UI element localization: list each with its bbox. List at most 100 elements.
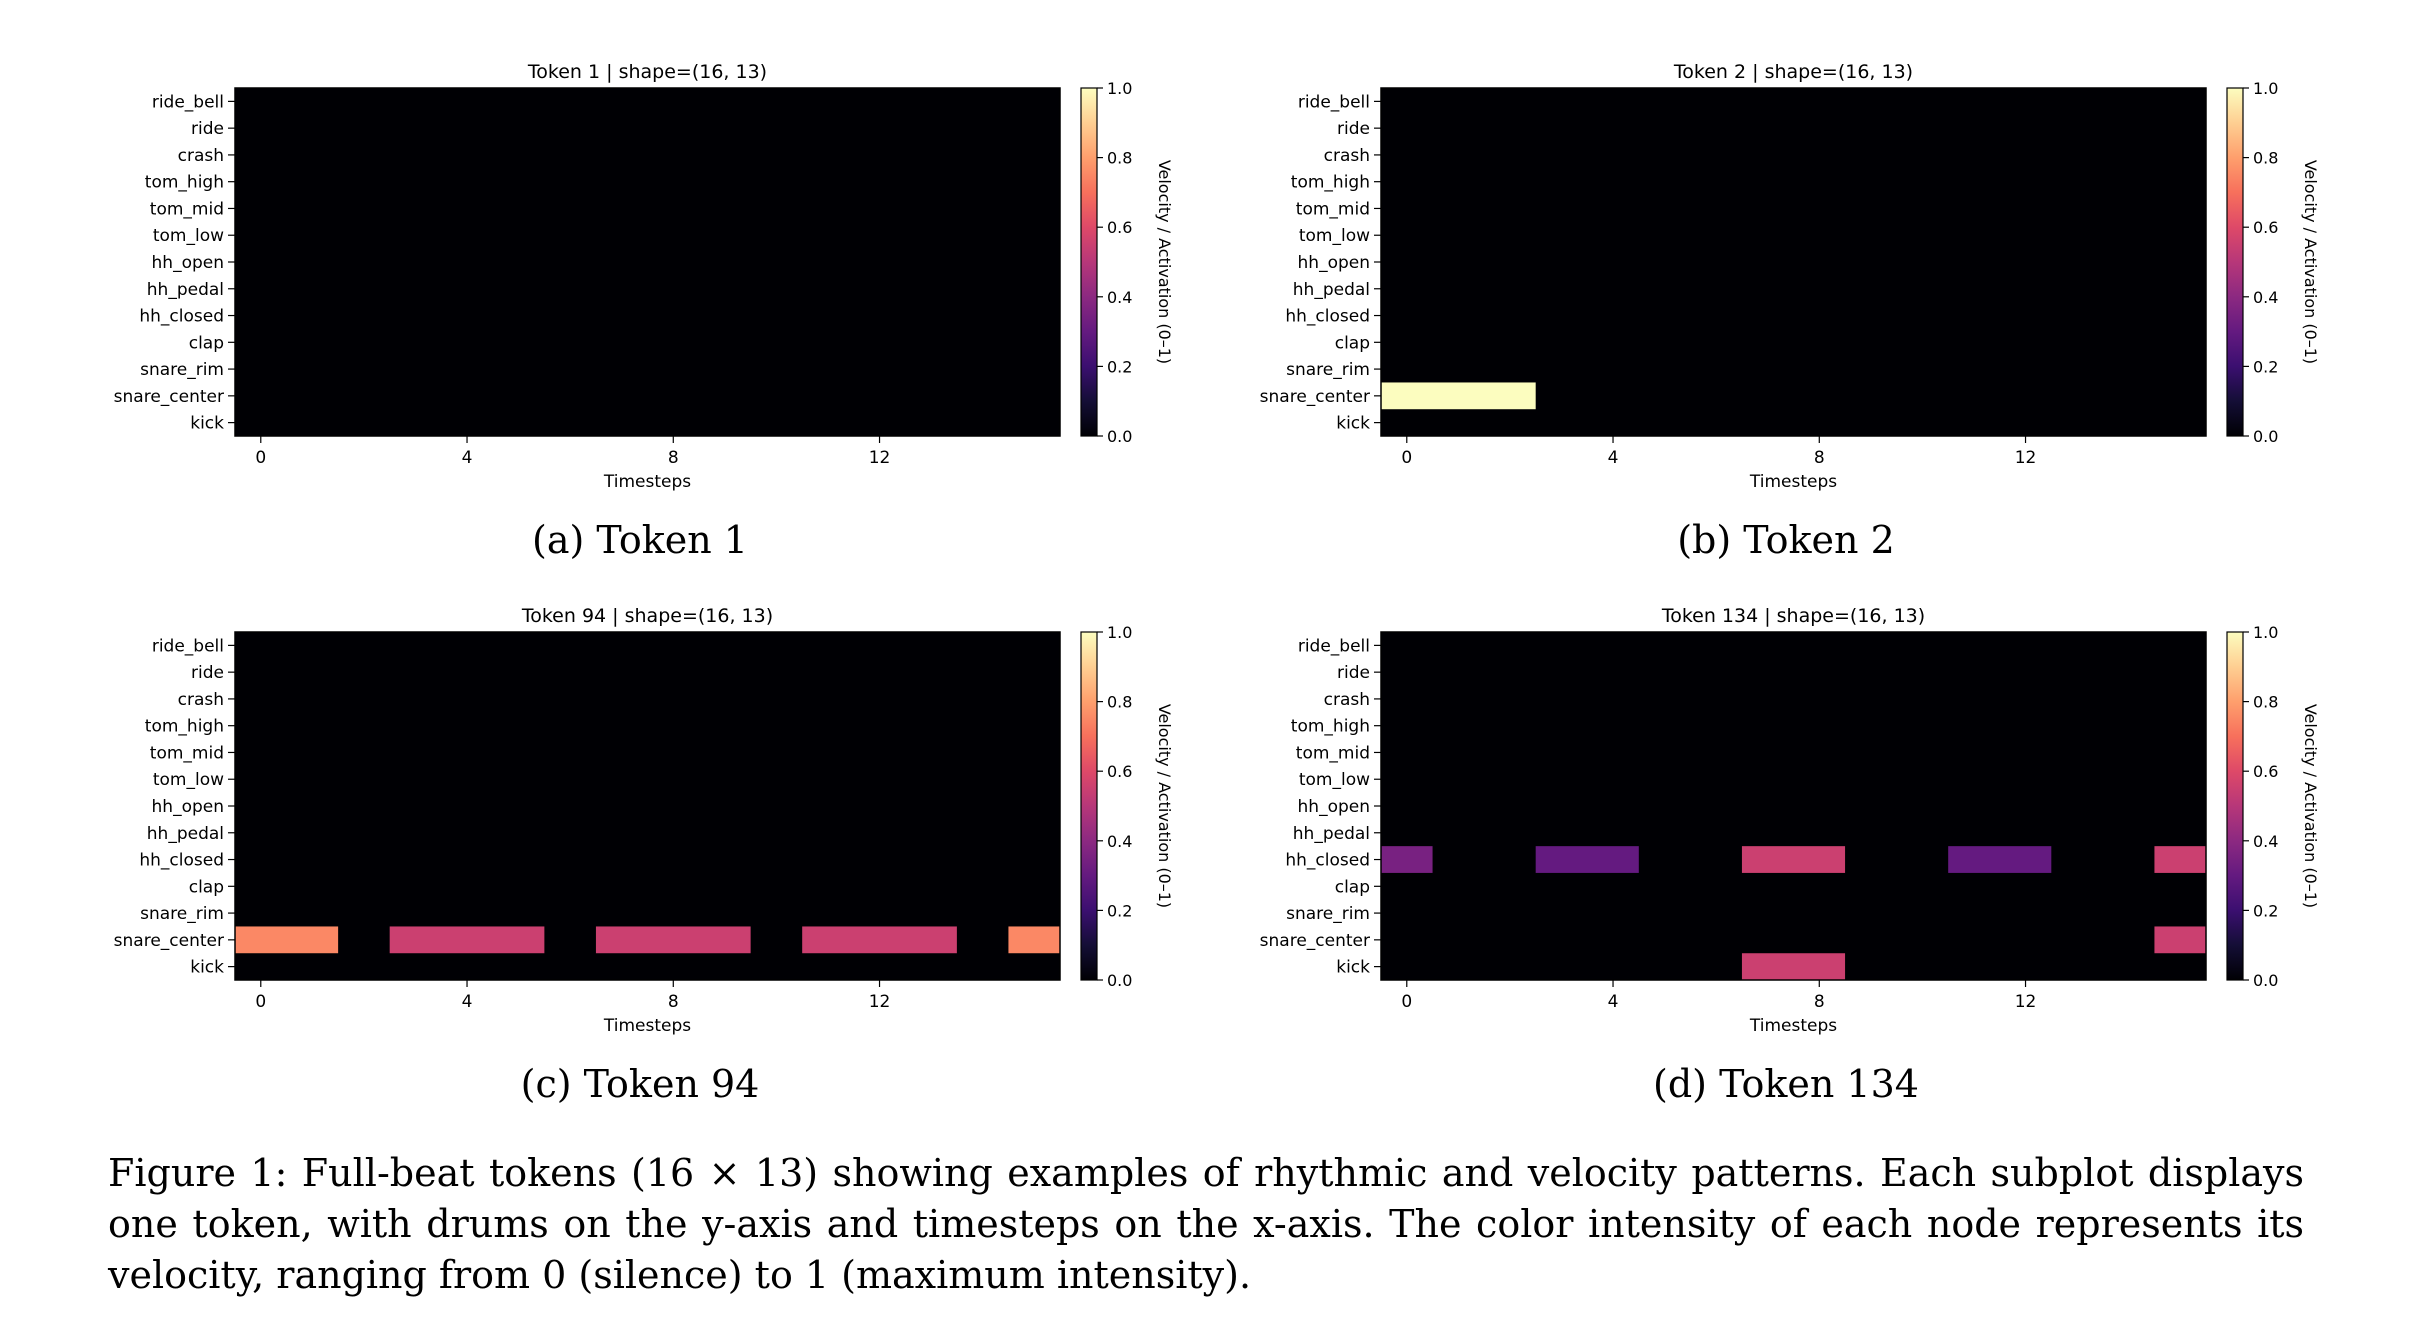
colorbar-tick-label: 1.0 — [1107, 623, 1132, 642]
y-tick-label: tom_low — [153, 770, 224, 790]
y-tick-label: crash — [178, 146, 224, 166]
y-tick-label: snare_rim — [1286, 904, 1370, 924]
y-tick-label: hh_open — [1298, 253, 1370, 273]
colorbar-tick-label: 1.0 — [2253, 79, 2278, 98]
colorbar-tick-label: 0.2 — [2253, 357, 2278, 376]
colorbar — [1080, 87, 1098, 437]
colorbar-label: Velocity / Activation (0–1) — [2301, 160, 2320, 364]
colorbar-tick-label: 0.0 — [2253, 427, 2278, 446]
y-tick-label: clap — [1335, 333, 1370, 353]
x-tick-label: 0 — [255, 448, 266, 468]
x-tick-label: 12 — [869, 448, 891, 468]
colorbar-tick-label: 0.6 — [2253, 762, 2278, 781]
x-tick-label: 0 — [255, 992, 266, 1012]
y-tick-label: hh_closed — [1285, 307, 1370, 327]
colorbar-tick-label: 0.2 — [1107, 357, 1132, 376]
x-tick-label: 0 — [1401, 448, 1412, 468]
colorbar — [1080, 631, 1098, 981]
colorbar-tick-label: 0.0 — [1107, 971, 1132, 990]
colorbar-tick-label: 0.8 — [2253, 693, 2278, 712]
colorbar-tick-label: 0.4 — [2253, 288, 2278, 307]
chart-title: Token 94 | shape=(16, 13) — [521, 605, 773, 627]
colorbar-tick-label: 0.0 — [2253, 971, 2278, 990]
y-tick-label: clap — [189, 877, 224, 897]
heatmap-cell — [1535, 846, 1639, 873]
y-tick-label: hh_closed — [139, 851, 224, 871]
y-tick-label: kick — [190, 958, 224, 978]
y-tick-label: tom_high — [145, 717, 224, 737]
subcaption-b: (b) Token 2 — [1677, 518, 1895, 562]
y-tick-label: tom_mid — [150, 199, 224, 219]
colorbar-tick-label: 0.8 — [1107, 149, 1132, 168]
x-tick-label: 12 — [2015, 992, 2037, 1012]
x-tick-label: 8 — [668, 448, 679, 468]
y-tick-label: snare_rim — [1286, 360, 1370, 380]
heatmap-cell — [1741, 846, 1846, 873]
chart-title: Token 134 | shape=(16, 13) — [1661, 605, 1925, 627]
colorbar-tick-label: 0.6 — [2253, 218, 2278, 237]
x-tick-label: 4 — [1608, 992, 1619, 1012]
y-tick-label: hh_open — [1298, 797, 1370, 817]
y-tick-label: snare_center — [114, 931, 224, 951]
figure-caption: Figure 1: Full-beat tokens (16 × 13) sho… — [108, 1151, 2304, 1297]
y-tick-label: ride_bell — [1298, 636, 1370, 656]
colorbar-tick-label: 0.6 — [1107, 762, 1132, 781]
x-tick-label: 8 — [668, 992, 679, 1012]
colorbar-label: Velocity / Activation (0–1) — [1155, 704, 1174, 908]
subcaption-d: (d) Token 134 — [1653, 1062, 1919, 1106]
colorbar-tick-label: 0.2 — [1107, 901, 1132, 920]
y-tick-label: crash — [1324, 146, 1370, 166]
heatmap-background — [235, 88, 1060, 436]
y-tick-label: clap — [1335, 877, 1370, 897]
x-tick-label: 4 — [1608, 448, 1619, 468]
heatmap-cell — [802, 926, 957, 954]
chart-title: Token 2 | shape=(16, 13) — [1673, 61, 1913, 83]
heatmap-cell — [1948, 846, 2052, 873]
heatmap-cell — [2154, 846, 2206, 873]
heatmap-cell — [389, 926, 545, 954]
heatmap-background — [1381, 88, 2206, 436]
x-axis-label: Timesteps — [603, 472, 691, 492]
y-tick-label: hh_pedal — [147, 824, 224, 844]
heatmap-cell — [235, 926, 339, 954]
y-tick-label: snare_center — [1260, 387, 1370, 407]
y-tick-label: tom_mid — [1296, 743, 1370, 763]
heatmap-cell — [2154, 926, 2206, 954]
y-tick-label: crash — [1324, 690, 1370, 710]
heatmap-background — [1381, 632, 2206, 980]
colorbar-tick-label: 0.4 — [1107, 288, 1132, 307]
y-tick-label: ride — [1337, 663, 1370, 683]
x-tick-label: 4 — [462, 992, 473, 1012]
y-tick-label: tom_mid — [150, 743, 224, 763]
chart-title: Token 1 | shape=(16, 13) — [527, 61, 767, 83]
y-tick-label: hh_pedal — [1293, 824, 1370, 844]
y-tick-label: ride_bell — [152, 636, 224, 656]
y-tick-label: tom_high — [1291, 173, 1370, 193]
y-tick-label: kick — [1336, 958, 1370, 978]
y-tick-label: tom_low — [1299, 770, 1370, 790]
heatmap-background — [235, 632, 1060, 980]
y-tick-label: hh_closed — [139, 307, 224, 327]
colorbar-tick-label: 0.8 — [2253, 149, 2278, 168]
colorbar-tick-label: 1.0 — [1107, 79, 1132, 98]
x-tick-label: 0 — [1401, 992, 1412, 1012]
y-tick-label: ride_bell — [1298, 92, 1370, 112]
y-tick-label: kick — [190, 414, 224, 434]
heatmap-cell — [595, 926, 751, 954]
subcaption-c: (c) Token 94 — [520, 1062, 760, 1106]
y-tick-label: hh_pedal — [147, 280, 224, 300]
colorbar — [2226, 87, 2244, 437]
y-tick-label: snare_rim — [140, 904, 224, 924]
colorbar-label: Velocity / Activation (0–1) — [2301, 704, 2320, 908]
x-axis-label: Timesteps — [1749, 472, 1837, 492]
x-axis-label: Timesteps — [1749, 1016, 1837, 1036]
y-tick-label: ride — [191, 119, 224, 139]
subcaption-a: (a) Token 1 — [532, 518, 748, 562]
y-tick-label: snare_center — [1260, 931, 1370, 951]
colorbar-tick-label: 0.8 — [1107, 693, 1132, 712]
x-tick-label: 4 — [462, 448, 473, 468]
